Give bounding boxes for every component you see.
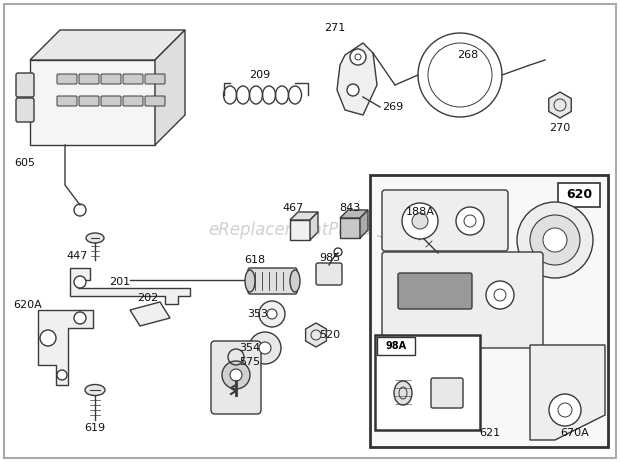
Polygon shape (340, 218, 360, 238)
Polygon shape (38, 310, 93, 385)
FancyBboxPatch shape (57, 96, 77, 106)
Circle shape (398, 383, 412, 397)
FancyBboxPatch shape (145, 96, 165, 106)
Text: 520: 520 (319, 330, 340, 340)
Polygon shape (155, 30, 185, 145)
Circle shape (74, 276, 86, 288)
Circle shape (543, 228, 567, 252)
Polygon shape (549, 92, 571, 118)
FancyBboxPatch shape (431, 378, 463, 408)
Circle shape (57, 370, 67, 380)
Text: 575: 575 (239, 357, 260, 367)
FancyBboxPatch shape (382, 190, 508, 251)
Polygon shape (306, 323, 326, 347)
FancyBboxPatch shape (316, 263, 342, 285)
FancyBboxPatch shape (398, 273, 472, 309)
FancyBboxPatch shape (57, 74, 77, 84)
Circle shape (249, 332, 281, 364)
Polygon shape (290, 212, 318, 220)
Text: 354: 354 (239, 343, 260, 353)
Ellipse shape (290, 270, 300, 292)
Text: 202: 202 (138, 293, 159, 303)
Polygon shape (310, 212, 318, 240)
Circle shape (443, 363, 457, 377)
Text: 271: 271 (324, 23, 345, 33)
FancyBboxPatch shape (145, 74, 165, 84)
Text: 618: 618 (244, 255, 265, 265)
Text: 670A: 670A (560, 428, 590, 438)
Polygon shape (530, 345, 605, 440)
FancyBboxPatch shape (123, 74, 143, 84)
Text: 98A: 98A (386, 341, 407, 351)
FancyBboxPatch shape (4, 4, 616, 458)
Polygon shape (340, 210, 368, 218)
Text: 270: 270 (549, 123, 570, 133)
Circle shape (398, 353, 412, 367)
FancyBboxPatch shape (558, 183, 600, 207)
Circle shape (222, 361, 250, 389)
Text: 269: 269 (383, 102, 404, 112)
Ellipse shape (85, 384, 105, 395)
Text: eReplacementParts.com: eReplacementParts.com (208, 221, 412, 239)
Polygon shape (70, 268, 190, 304)
Ellipse shape (404, 219, 415, 231)
Polygon shape (30, 60, 155, 145)
FancyBboxPatch shape (375, 335, 480, 430)
Polygon shape (360, 210, 368, 238)
Polygon shape (130, 302, 170, 326)
Text: 209: 209 (249, 70, 270, 80)
Circle shape (259, 301, 285, 327)
FancyBboxPatch shape (123, 96, 143, 106)
Circle shape (456, 207, 484, 235)
Text: 353: 353 (247, 309, 268, 319)
Circle shape (517, 202, 593, 278)
Text: 620: 620 (566, 188, 592, 201)
Text: 447: 447 (66, 251, 87, 261)
FancyBboxPatch shape (211, 341, 261, 414)
Circle shape (259, 342, 271, 354)
Polygon shape (337, 43, 377, 115)
Text: 268: 268 (458, 50, 479, 60)
Circle shape (230, 369, 242, 381)
Ellipse shape (394, 381, 412, 405)
Circle shape (486, 281, 514, 309)
FancyBboxPatch shape (79, 96, 99, 106)
Circle shape (530, 215, 580, 265)
Text: 188A: 188A (405, 207, 435, 217)
Text: 985: 985 (319, 253, 340, 263)
Text: 843: 843 (339, 203, 361, 213)
FancyBboxPatch shape (382, 252, 543, 348)
Circle shape (74, 312, 86, 324)
FancyBboxPatch shape (16, 73, 34, 97)
Text: 467: 467 (282, 203, 304, 213)
FancyBboxPatch shape (101, 74, 121, 84)
Text: 201: 201 (110, 277, 131, 287)
Ellipse shape (245, 270, 255, 292)
FancyBboxPatch shape (377, 337, 415, 355)
FancyBboxPatch shape (370, 175, 608, 447)
Circle shape (402, 203, 438, 239)
Text: 605: 605 (14, 158, 35, 168)
Circle shape (40, 330, 56, 346)
Circle shape (412, 213, 428, 229)
Polygon shape (30, 30, 185, 60)
FancyBboxPatch shape (101, 96, 121, 106)
Circle shape (350, 49, 366, 65)
FancyBboxPatch shape (16, 98, 34, 122)
Ellipse shape (86, 233, 104, 243)
Text: 621: 621 (479, 428, 500, 438)
Text: 619: 619 (84, 423, 105, 433)
Circle shape (347, 84, 359, 96)
Polygon shape (290, 220, 310, 240)
Circle shape (267, 309, 277, 319)
Circle shape (549, 394, 581, 426)
Text: 620A: 620A (14, 300, 42, 310)
FancyBboxPatch shape (79, 74, 99, 84)
FancyBboxPatch shape (248, 268, 297, 294)
